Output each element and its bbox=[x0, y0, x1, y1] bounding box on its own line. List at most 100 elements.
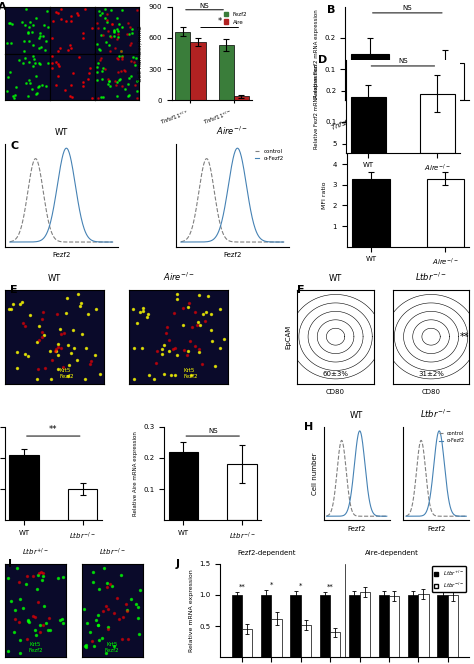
X-axis label: Fezf2: Fezf2 bbox=[223, 252, 241, 258]
Point bbox=[58, 614, 65, 624]
Point bbox=[204, 291, 212, 301]
Point bbox=[113, 593, 121, 604]
Point bbox=[23, 634, 31, 645]
Point bbox=[87, 359, 94, 370]
Point bbox=[94, 610, 101, 621]
Point bbox=[57, 324, 64, 335]
Point bbox=[198, 359, 206, 369]
Point bbox=[6, 303, 13, 314]
Point bbox=[191, 307, 199, 317]
Point bbox=[211, 361, 219, 371]
Point bbox=[81, 604, 88, 615]
Point bbox=[16, 616, 23, 627]
Point bbox=[36, 620, 44, 631]
Point bbox=[132, 599, 139, 610]
Point bbox=[9, 299, 17, 309]
Point bbox=[86, 626, 94, 637]
Point bbox=[89, 577, 96, 588]
Point bbox=[160, 339, 168, 350]
Point bbox=[119, 612, 127, 622]
Point bbox=[172, 369, 179, 380]
Y-axis label: Cell number/mm2: Cell number/mm2 bbox=[138, 25, 143, 82]
Point bbox=[207, 309, 215, 319]
Bar bbox=[408, 595, 418, 657]
Point bbox=[89, 635, 96, 646]
Title: $Ltbr^{-/-}$: $Ltbr^{-/-}$ bbox=[415, 271, 447, 284]
Point bbox=[138, 343, 146, 353]
Y-axis label: Cell number: Cell number bbox=[312, 452, 318, 495]
Point bbox=[165, 335, 173, 345]
Point bbox=[82, 640, 90, 651]
Text: A: A bbox=[0, 2, 7, 12]
Text: F: F bbox=[297, 285, 305, 295]
Bar bbox=[191, 42, 206, 100]
Point bbox=[135, 612, 142, 623]
Point bbox=[31, 625, 38, 635]
Point bbox=[46, 625, 54, 635]
Bar bbox=[427, 179, 464, 247]
Bar bbox=[320, 595, 330, 657]
Point bbox=[60, 572, 67, 582]
Text: C: C bbox=[10, 141, 18, 151]
Point bbox=[41, 363, 49, 374]
Point bbox=[98, 633, 106, 643]
Point bbox=[64, 293, 71, 303]
Point bbox=[64, 371, 72, 381]
Point bbox=[13, 562, 21, 573]
Point bbox=[124, 606, 131, 616]
Point bbox=[69, 325, 77, 335]
Point bbox=[90, 566, 97, 577]
Point bbox=[145, 370, 153, 380]
Point bbox=[48, 355, 56, 365]
Point bbox=[14, 347, 21, 357]
Point bbox=[34, 374, 41, 384]
Point bbox=[103, 578, 111, 588]
Bar bbox=[68, 489, 98, 521]
Point bbox=[73, 355, 81, 366]
Bar bbox=[242, 629, 252, 657]
Text: E: E bbox=[9, 285, 18, 295]
Point bbox=[42, 618, 49, 628]
Text: **: ** bbox=[460, 332, 470, 342]
Point bbox=[195, 344, 203, 355]
Point bbox=[143, 312, 151, 323]
Bar bbox=[261, 595, 272, 657]
Point bbox=[96, 369, 103, 380]
Point bbox=[196, 347, 203, 357]
Point bbox=[38, 575, 46, 586]
Text: Krt5
Fezf2: Krt5 Fezf2 bbox=[59, 368, 74, 379]
Point bbox=[51, 346, 58, 357]
Bar bbox=[438, 595, 447, 657]
Point bbox=[36, 320, 43, 331]
Title: $Ltbr^{-/-}$: $Ltbr^{-/-}$ bbox=[99, 546, 126, 558]
Bar bbox=[359, 592, 370, 657]
Point bbox=[154, 346, 161, 357]
Bar bbox=[232, 595, 242, 657]
Point bbox=[184, 302, 191, 313]
Bar bbox=[234, 96, 249, 100]
Point bbox=[108, 581, 116, 592]
Legend: $Ltbr^{+/-}$, $Ltbr^{-/-}$: $Ltbr^{+/-}$, $Ltbr^{-/-}$ bbox=[432, 566, 466, 592]
Point bbox=[24, 616, 31, 626]
Text: Krt5
Fezf2: Krt5 Fezf2 bbox=[105, 642, 119, 653]
Point bbox=[162, 328, 170, 339]
Point bbox=[160, 369, 167, 380]
Text: J: J bbox=[175, 559, 180, 569]
Point bbox=[39, 570, 47, 581]
Bar bbox=[219, 45, 234, 100]
Point bbox=[16, 298, 24, 309]
Text: NS: NS bbox=[208, 428, 218, 434]
Point bbox=[56, 614, 64, 625]
Point bbox=[118, 634, 126, 645]
Point bbox=[54, 309, 61, 319]
Point bbox=[106, 578, 114, 589]
Point bbox=[104, 624, 111, 635]
Point bbox=[217, 343, 224, 353]
Point bbox=[62, 308, 70, 319]
Point bbox=[172, 343, 179, 353]
Point bbox=[23, 571, 31, 582]
Point bbox=[41, 329, 48, 340]
Point bbox=[21, 349, 29, 359]
Point bbox=[94, 620, 101, 631]
Bar bbox=[9, 455, 38, 521]
